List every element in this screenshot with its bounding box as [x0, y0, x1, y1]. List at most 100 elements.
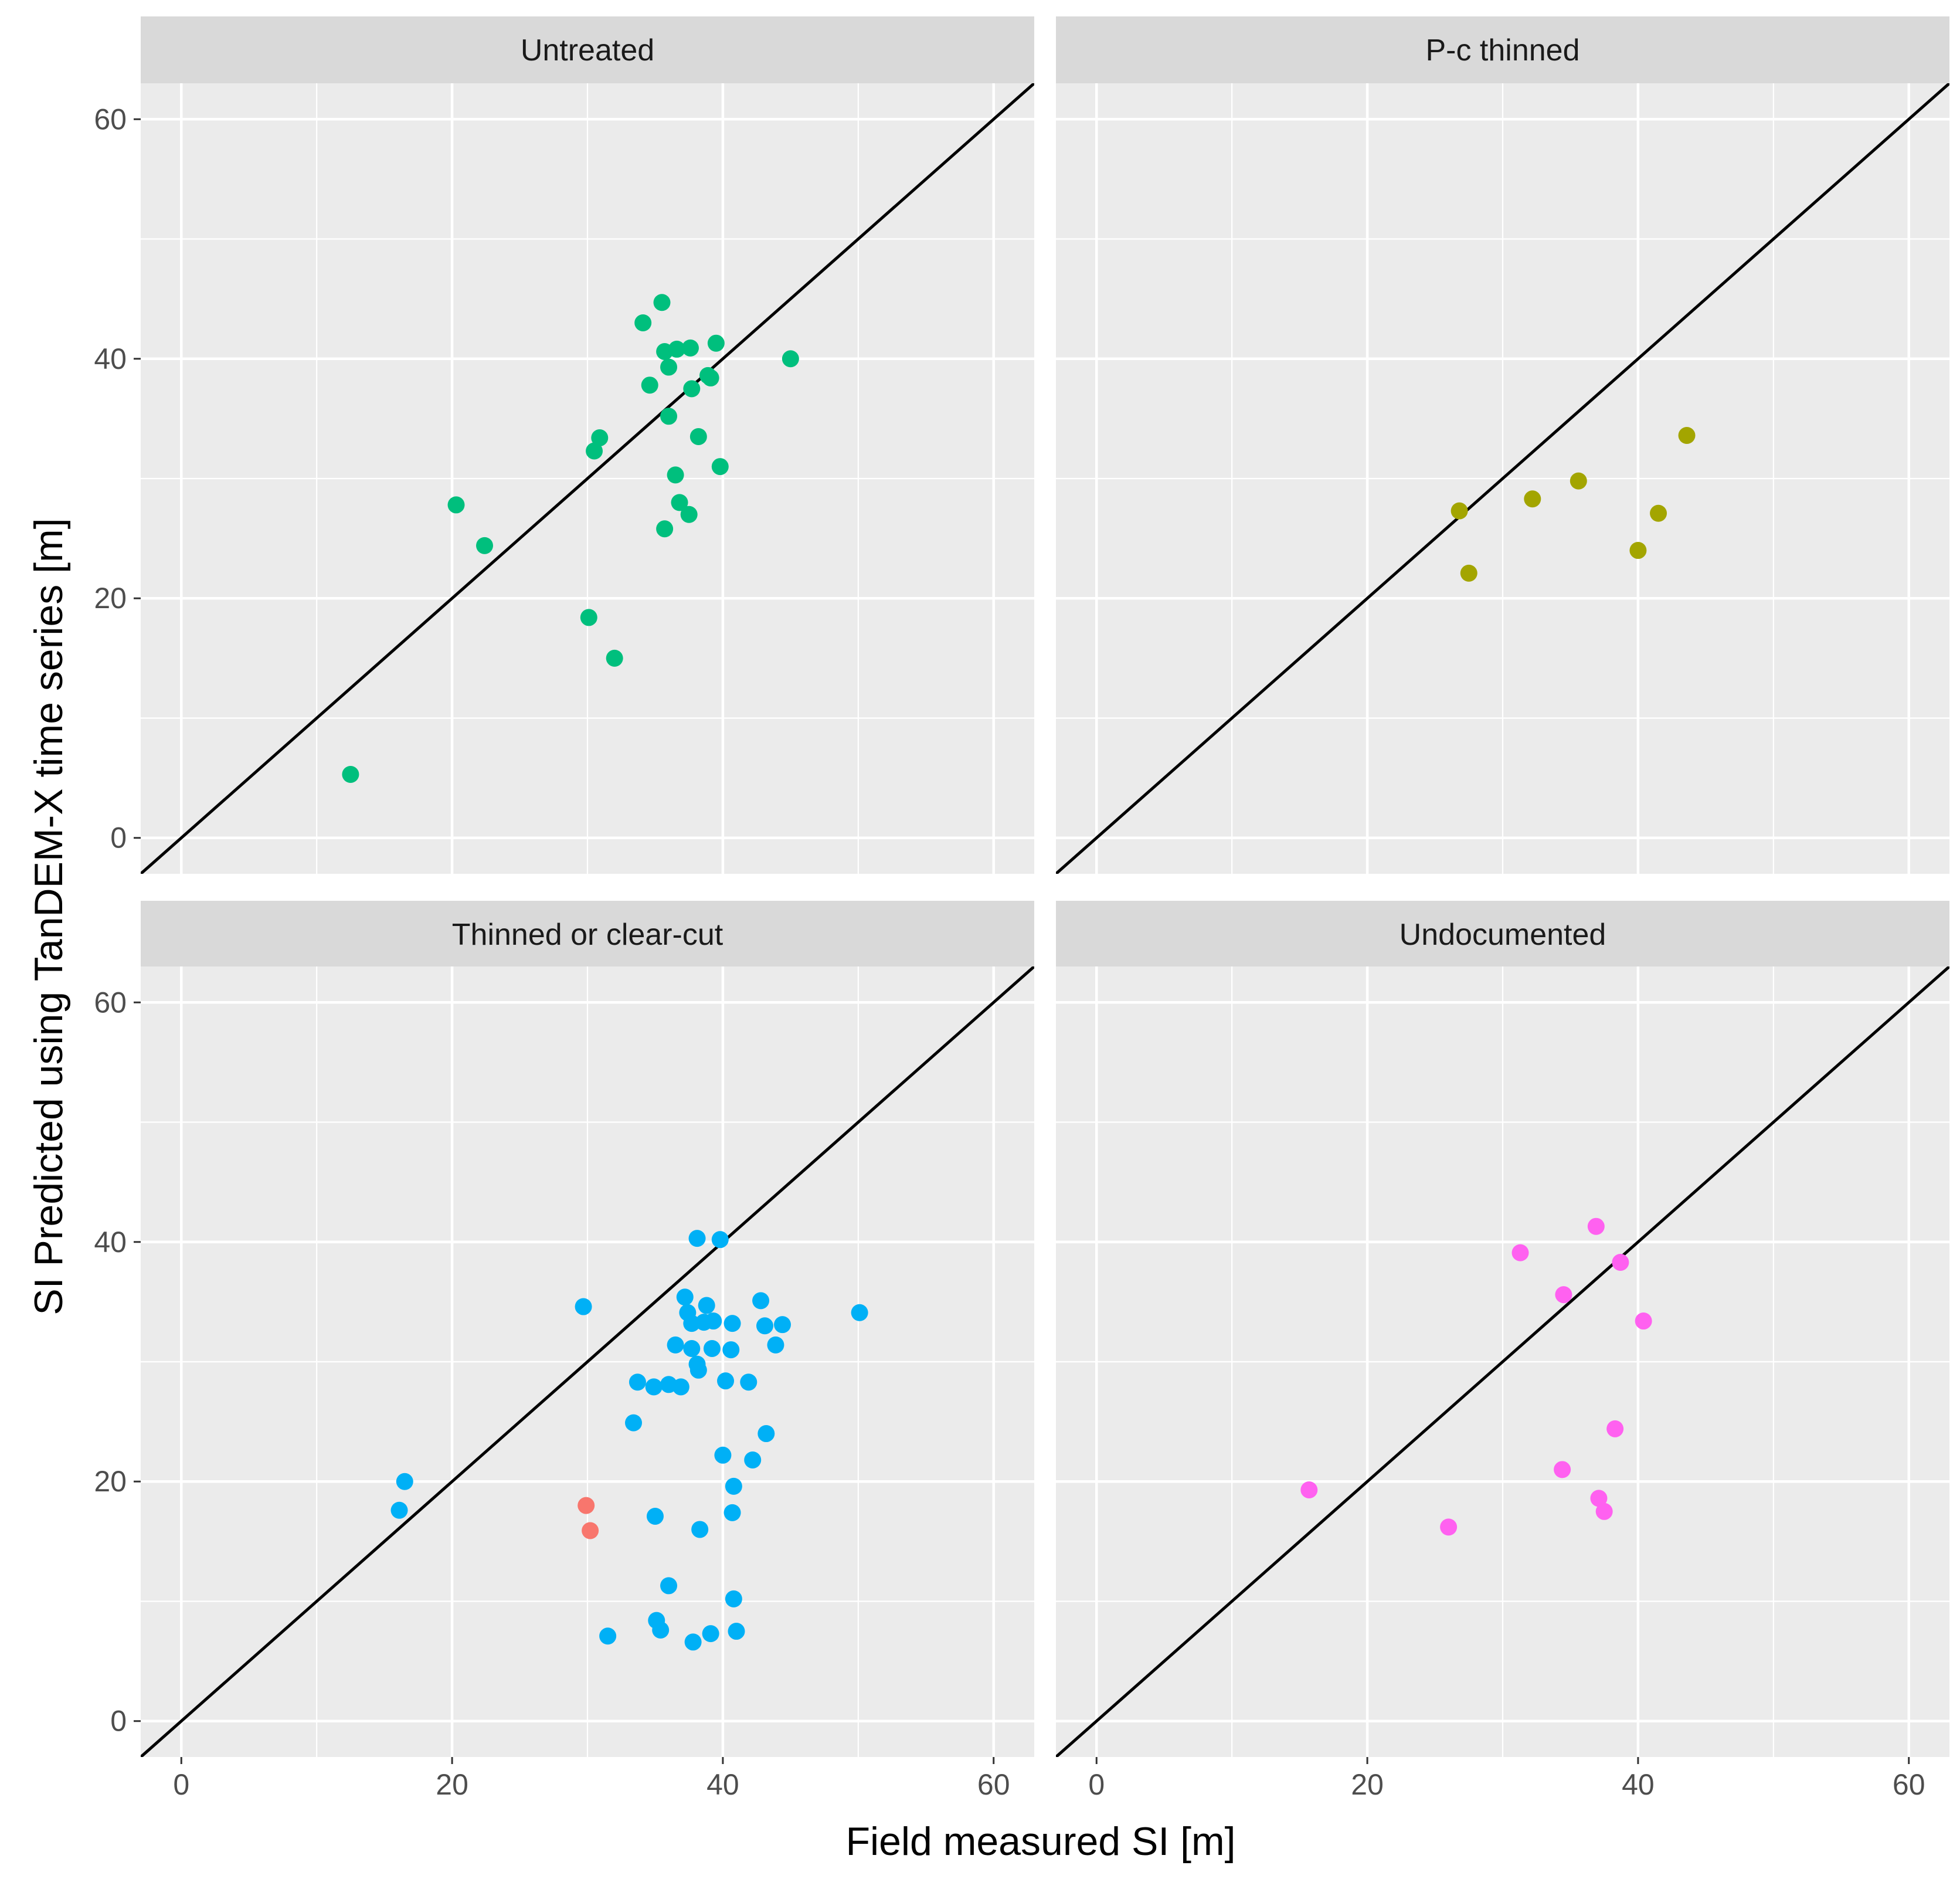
y-tick-label: 40	[94, 1226, 127, 1259]
data-point	[676, 1288, 694, 1306]
data-point	[599, 1627, 617, 1645]
data-point	[582, 1522, 599, 1539]
facet-strip-label: P-c thinned	[1425, 33, 1579, 67]
data-point	[1629, 542, 1647, 559]
identity-reference-line	[1056, 83, 1949, 874]
data-point	[1460, 564, 1477, 582]
facet-panel-p-c-thinned: P-c thinned	[1056, 16, 1949, 874]
x-tick-label: 20	[436, 1768, 468, 1801]
x-tick-label: 0	[173, 1768, 189, 1801]
facet-strip	[141, 16, 1034, 83]
y-tick-label: 20	[94, 582, 127, 615]
data-point	[683, 380, 701, 398]
data-point	[711, 1231, 729, 1249]
facet-strip	[1056, 901, 1949, 968]
facet-strip	[141, 901, 1034, 968]
data-point	[707, 334, 725, 352]
data-point	[756, 1317, 773, 1335]
data-point	[660, 408, 678, 425]
data-point	[660, 1577, 678, 1595]
data-point	[702, 1625, 719, 1643]
data-point	[591, 429, 609, 447]
data-point	[606, 649, 623, 667]
data-point	[1300, 1481, 1318, 1499]
facet-strip	[1056, 16, 1949, 83]
x-tick-label: 20	[1351, 1768, 1384, 1801]
facet-strip-label: Undocumented	[1399, 918, 1606, 952]
data-point	[740, 1373, 757, 1391]
data-point	[723, 1504, 741, 1521]
data-point	[586, 442, 603, 460]
data-point	[698, 1297, 715, 1314]
x-tick-label: 0	[1088, 1768, 1105, 1801]
data-point	[580, 609, 597, 626]
data-point	[757, 1425, 775, 1443]
data-point	[684, 1633, 702, 1651]
x-tick-label: 60	[1893, 1768, 1925, 1801]
data-point	[705, 1312, 722, 1330]
data-point	[744, 1451, 762, 1468]
panels-layer: Untreated 0 20 40 60 P-c thinned Thinned or cl…	[94, 16, 1949, 1801]
data-point	[689, 1361, 707, 1379]
data-point	[1678, 426, 1696, 444]
data-point	[1511, 1244, 1529, 1261]
data-point	[668, 340, 685, 358]
data-point	[725, 1590, 742, 1607]
data-point	[782, 350, 799, 368]
data-point	[667, 1336, 684, 1354]
data-point	[447, 496, 465, 514]
y-axis-title: SI Predicted using TanDEM-X time series …	[26, 518, 71, 1315]
data-point	[767, 1336, 784, 1354]
x-axis-title: Field measured SI [m]	[845, 1819, 1235, 1864]
data-point	[1606, 1420, 1624, 1437]
data-point	[689, 428, 707, 446]
facet-panel-undocumented: Undocumented 0 20 40 60	[1056, 901, 1949, 1801]
facet-strip-label: Untreated	[521, 33, 654, 67]
data-point	[1595, 1502, 1613, 1520]
data-point	[476, 537, 494, 554]
data-point	[671, 494, 688, 511]
y-tick-label: 0	[110, 1705, 127, 1738]
data-point	[722, 1341, 740, 1359]
data-point	[723, 1315, 741, 1332]
y-tick-label: 20	[94, 1465, 127, 1498]
data-point	[703, 1340, 721, 1358]
data-point	[1590, 1490, 1608, 1507]
data-point	[1587, 1217, 1605, 1235]
data-point	[652, 1622, 670, 1639]
x-tick-label: 60	[977, 1768, 1010, 1801]
identity-reference-line	[141, 83, 1034, 874]
data-point	[629, 1373, 646, 1391]
data-point	[1554, 1461, 1571, 1478]
data-point	[1451, 502, 1468, 520]
data-point	[728, 1623, 745, 1640]
identity-reference-line	[141, 966, 1034, 1757]
y-tick-label: 40	[94, 342, 127, 375]
facet-panel-untreated: Untreated 0 20 40 60	[94, 16, 1034, 874]
x-tick-label: 40	[706, 1768, 739, 1801]
y-tick-label: 60	[94, 103, 127, 135]
facet-strip-label: Thinned or clear-cut	[452, 918, 723, 952]
data-point	[681, 339, 699, 357]
data-point	[656, 520, 674, 538]
data-point	[390, 1501, 408, 1519]
data-point	[688, 1230, 706, 1247]
data-point	[717, 1372, 735, 1390]
identity-reference-line	[1056, 966, 1949, 1757]
data-point	[680, 506, 698, 523]
data-point	[1612, 1253, 1629, 1271]
data-point	[714, 1446, 732, 1464]
data-point	[660, 358, 678, 376]
data-point	[725, 1477, 742, 1495]
data-point	[575, 1298, 592, 1315]
data-point	[1635, 1312, 1652, 1330]
facet-panel-thinned-or-clear-cut: Thinned or clear-cut 0 20 40 60 0 20 40 60	[94, 901, 1034, 1801]
data-point	[625, 1414, 643, 1432]
data-point	[1570, 472, 1587, 490]
data-point	[342, 765, 359, 783]
data-point	[774, 1316, 792, 1334]
data-point	[578, 1497, 595, 1514]
data-point	[1650, 504, 1667, 522]
